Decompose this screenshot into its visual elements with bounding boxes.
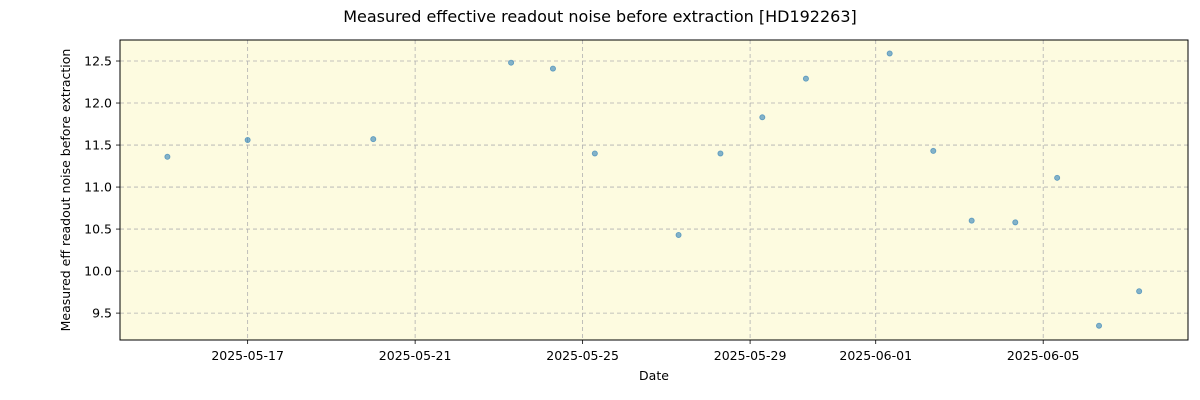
data-points [164, 50, 1143, 329]
data-point [886, 50, 893, 57]
plot-area [120, 40, 1188, 340]
data-point [1136, 288, 1143, 295]
data-point [759, 114, 766, 121]
x-tick-label: 2025-05-29 [714, 348, 787, 363]
data-point [930, 147, 937, 154]
data-point [1054, 174, 1061, 181]
data-point [164, 153, 171, 160]
data-point [370, 136, 377, 143]
x-tick-label: 2025-05-21 [379, 348, 452, 363]
y-tick-label: 10.5 [84, 222, 112, 237]
x-tick-label: 2025-05-17 [211, 348, 284, 363]
data-point [968, 217, 975, 224]
y-axis: 9.5 10.0 10.5 11.0 11.5 12.0 12.5 [84, 54, 120, 321]
y-tick-label: 11.5 [84, 138, 112, 153]
y-axis-label: Measured eff readout noise before extrac… [58, 49, 73, 332]
data-point [1096, 322, 1103, 329]
gridlines [120, 40, 1188, 340]
x-tick-label: 2025-06-05 [1007, 348, 1080, 363]
y-tick-label: 12.5 [84, 54, 112, 69]
y-tick-label: 11.0 [84, 180, 112, 195]
data-point [549, 65, 556, 72]
data-point [1012, 219, 1019, 226]
data-point [591, 150, 598, 157]
data-point [717, 150, 724, 157]
x-tick-label: 2025-05-25 [546, 348, 619, 363]
data-point [675, 231, 682, 238]
data-point [244, 136, 251, 143]
chart-title: Measured effective readout noise before … [343, 7, 857, 26]
y-tick-label: 9.5 [92, 306, 112, 321]
data-point [508, 59, 515, 66]
x-axis: 2025-05-17 2025-05-21 2025-05-25 2025-05-29… [211, 340, 1080, 363]
y-tick-label: 12.0 [84, 96, 112, 111]
y-tick-label: 10.0 [84, 264, 112, 279]
x-tick-label: 2025-06-01 [839, 348, 912, 363]
plot-frame [119, 39, 1189, 341]
data-point [802, 75, 809, 82]
x-axis-label: Date [639, 368, 669, 383]
